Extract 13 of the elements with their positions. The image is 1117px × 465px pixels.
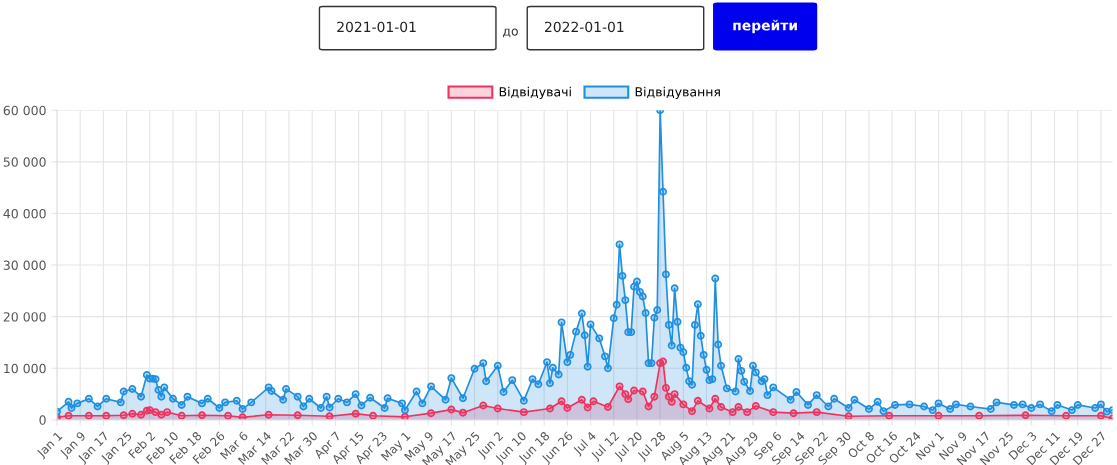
y-tick-label: 0	[39, 415, 46, 425]
text: до	[502, 28, 518, 38]
y-tick-label: 20 000	[3, 312, 46, 322]
legend-label: Відвідування	[635, 86, 720, 99]
text: перейти	[733, 19, 797, 34]
y-tick-label: 40 000	[3, 208, 46, 219]
text: 2022-01-01	[545, 21, 624, 33]
legend-label: Відвідувачі	[499, 86, 571, 99]
y-tick-label: 30 000	[3, 260, 46, 270]
text: 2021-01-01	[337, 21, 416, 33]
y-tick-label: 10 000	[4, 363, 46, 374]
y-tick-label: 50 000	[3, 157, 46, 167]
y-tick-label: 60 000	[3, 105, 46, 116]
